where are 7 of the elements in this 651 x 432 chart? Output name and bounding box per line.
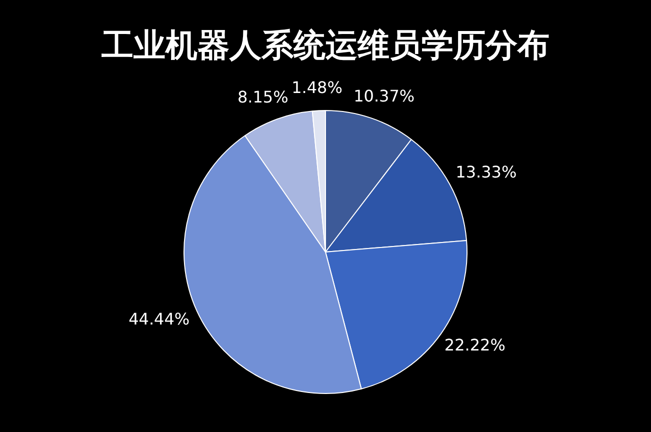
data-label: 10.37% [354,86,415,106]
data-label: 8.15% [237,88,288,107]
data-label: 44.44% [128,309,190,328]
data-label: 13.33% [456,162,517,182]
data-label: 1.48% [292,78,342,97]
chart-title: 工业机器人系统运维员学历分布 [102,26,550,64]
data-label: 22.22% [444,336,506,355]
